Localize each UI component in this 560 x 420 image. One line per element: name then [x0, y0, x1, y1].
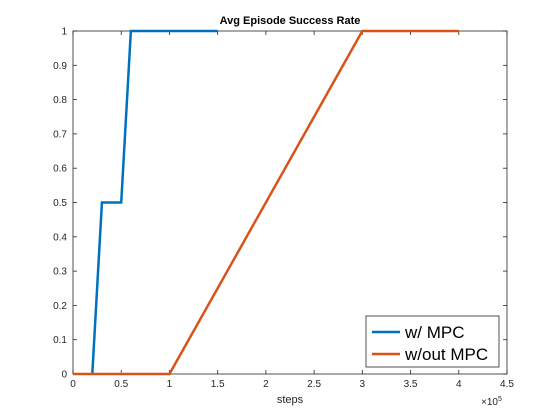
series-line-w-out-mpc [73, 29, 459, 376]
y-tick-label: 0.1 [53, 335, 67, 346]
y-tick-label: 0.4 [53, 232, 67, 243]
legend-box [365, 315, 500, 368]
x-axis-label: steps [277, 394, 304, 406]
y-tick-label: 1 [61, 27, 67, 38]
x-tick-label: 4 [456, 379, 462, 390]
series-layer [73, 29, 459, 376]
legend: w/ MPC w/out MPC [365, 315, 500, 368]
x-tick-label: 2.5 [307, 379, 321, 390]
x-tick-label: 4.5 [500, 379, 514, 390]
x-tick-label: 1.5 [211, 379, 225, 390]
y-tick-label: 0.5 [53, 198, 67, 209]
x-tick-label: 1 [167, 379, 173, 390]
x-tick-label: 2 [263, 379, 269, 390]
y-tick-label: 0.6 [53, 164, 67, 175]
y-tick-label: 0.7 [53, 129, 67, 140]
x-axis-exponent-power: 5 [498, 396, 502, 403]
chart-title: Avg Episode Success Rate [220, 15, 361, 27]
y-tick-label: 0.2 [53, 301, 67, 312]
y-tick-label: 0.8 [53, 95, 67, 106]
y-tick-label: 0.3 [53, 267, 67, 278]
legend-label-w-mpc: w/ MPC [404, 323, 465, 342]
series-line-w-mpc [91, 29, 218, 375]
legend-label-w-out-mpc: w/out MPC [404, 345, 488, 364]
y-tick-label: 0.9 [53, 61, 67, 72]
axis-ticks: 0 0.5 1 1.5 2 2.5 3 3.5 4 4.5 0 0.1 0.2 0.3 0.4 0.5 0.6 0… [53, 27, 514, 391]
x-tick-label: 3.5 [404, 379, 418, 390]
x-tick-label: 0 [70, 379, 76, 390]
x-tick-label: 0.5 [114, 379, 128, 390]
x-tick-label: 3 [360, 379, 366, 390]
x-axis-exponent-base: ×10 [481, 397, 498, 408]
y-tick-label: 0 [61, 370, 67, 381]
x-axis-exponent: ×105 [481, 396, 502, 408]
